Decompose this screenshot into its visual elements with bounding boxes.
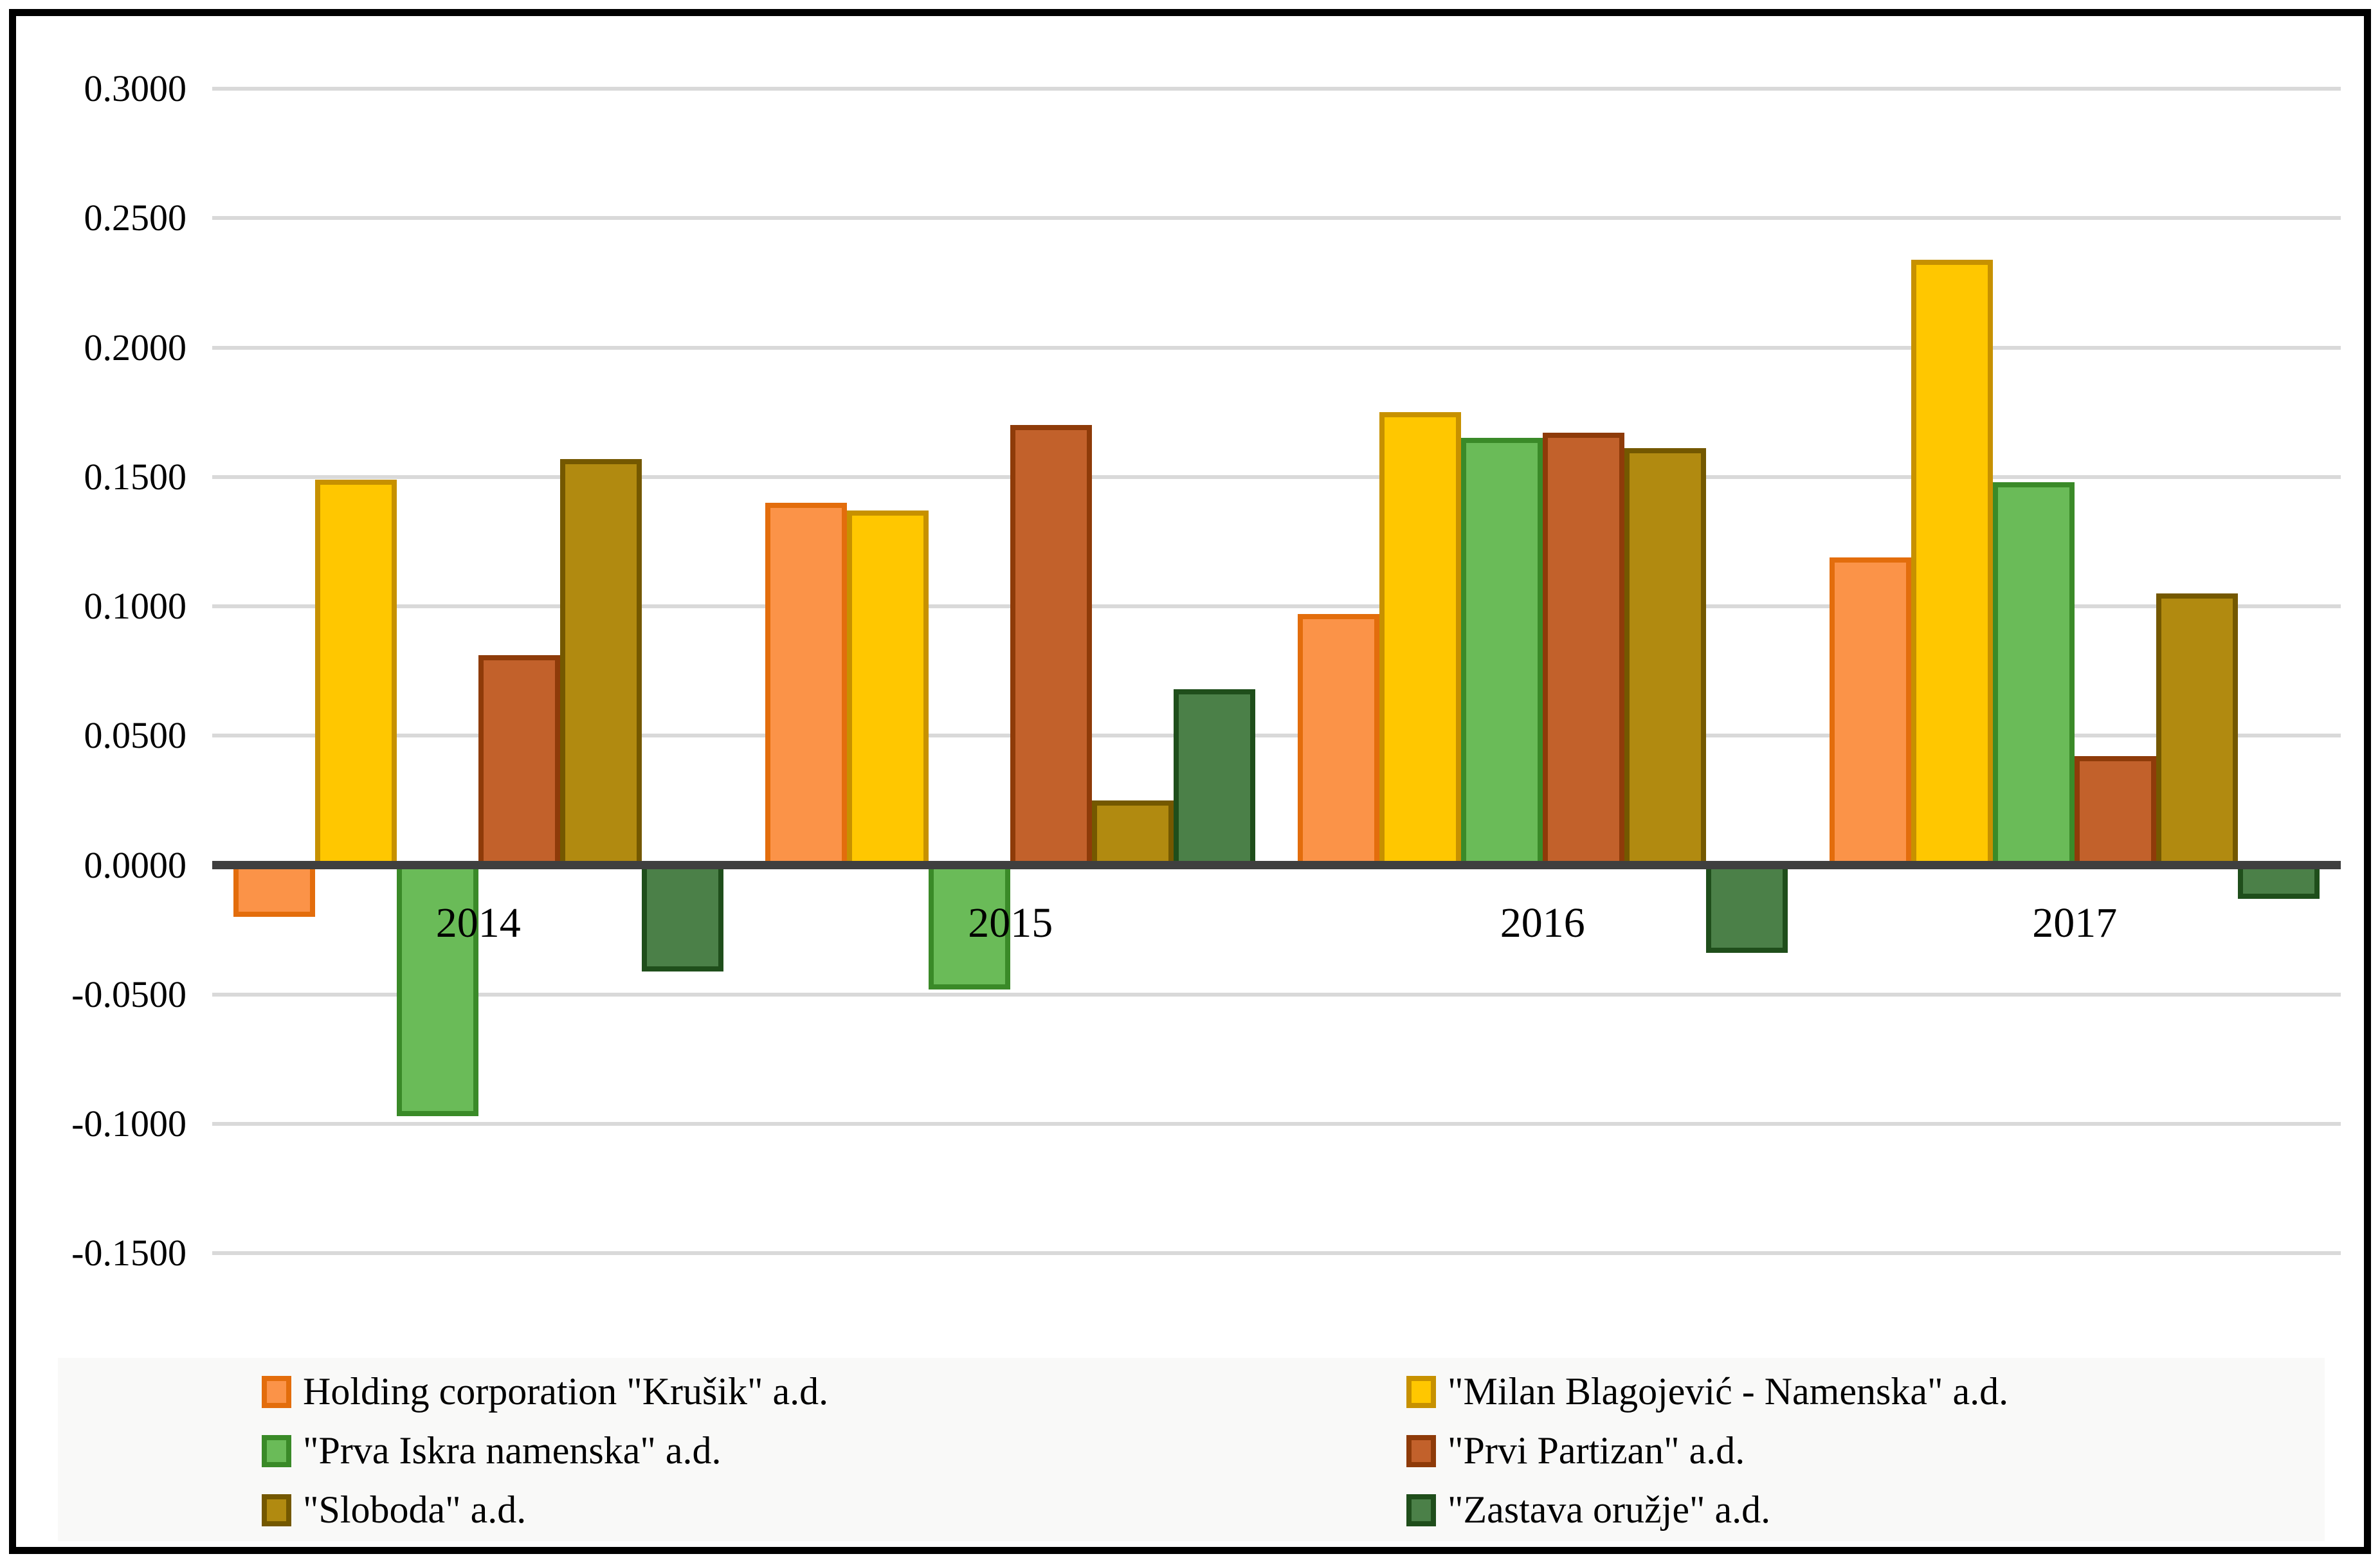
gridline [212,87,2341,91]
bar-series3-2014 [396,863,478,1116]
x-axis-year-label: 2014 [435,899,521,946]
y-axis-tick-label: 0.2000 [84,326,187,368]
x-axis-year-label: 2015 [968,899,1053,946]
gridline [212,734,2341,738]
plot-area: 0.3000 0.2500 0.2000 0.1500 0.1000 0.0500 0.00… [16,16,2364,1547]
bar-series4-2015 [1010,425,1093,869]
y-axis-tick-label: -0.1500 [71,1232,186,1274]
bar-series2-2016 [1379,412,1461,869]
bar-series1-2014 [233,863,315,917]
legend-label: Holding corporation "Krušik" a.d. [303,1370,829,1413]
bar-series5-2014 [559,458,642,869]
bar-series6-2015 [1174,689,1256,869]
legend-label: "Prva Iskra namenska" a.d. [303,1429,722,1472]
gridline [212,992,2341,997]
bar-series1-2015 [765,503,848,869]
legend-label: "Zastava oružje" a.d. [1448,1488,1771,1531]
bar-series4-2016 [1542,433,1624,869]
legend-swatch-icon [262,1434,291,1467]
legend-item-series6: "Zastava oružje" a.d. [1406,1488,1770,1532]
bar-series6-2014 [641,863,723,971]
legend-label: "Milan Blagojević - Namenska" a.d. [1448,1370,2009,1413]
legend-panel: Holding corporation "Krušik" a.d. "Milan … [58,1358,2325,1541]
bar-series5-2017 [2156,593,2239,869]
bar-series1-2017 [1830,557,1912,869]
bar-series6-2016 [1705,863,1788,953]
y-axis-tick-label: 0.1000 [84,585,187,627]
legend-item-series4: "Prvi Partizan" a.d. [1406,1429,1745,1473]
legend-swatch-icon [1406,1494,1436,1526]
bar-series5-2016 [1624,448,1706,869]
zero-axis-line [212,861,2341,869]
legend-label: "Prvi Partizan" a.d. [1448,1429,1745,1472]
legend-swatch-icon [262,1494,291,1526]
gridline [212,216,2341,221]
y-axis-tick-label: 0.3000 [84,68,187,109]
bar-series2-2017 [1911,259,1994,869]
bar-series1-2016 [1297,614,1379,869]
legend-label: "Sloboda" a.d. [303,1488,527,1531]
bar-series4-2014 [478,655,560,869]
legend-item-series5: "Sloboda" a.d. [262,1488,526,1532]
bar-series3-2017 [1993,482,2075,869]
bar-series4-2017 [2075,756,2157,869]
x-axis-year-label: 2017 [2032,899,2118,946]
y-axis-tick-label: -0.1000 [71,1103,186,1144]
legend-swatch-icon [1406,1434,1436,1467]
gridline [212,474,2341,479]
gridline [212,1251,2341,1256]
y-axis-tick-label: 0.0000 [84,844,187,886]
bar-series2-2014 [314,479,397,869]
bar-series3-2015 [929,863,1011,989]
y-axis-tick-label: 0.0500 [84,714,187,757]
legend-item-series1: Holding corporation "Krušik" a.d. [262,1369,828,1414]
y-axis-tick-label: 0.2500 [84,197,187,239]
legend-swatch-icon [1406,1375,1436,1408]
y-axis-tick-label: 0.1500 [84,455,187,498]
x-axis-year-label: 2016 [1500,899,1585,946]
y-axis-tick-label: -0.0500 [71,973,186,1015]
legend-swatch-icon [262,1375,291,1408]
gridline [212,1122,2341,1126]
bar-series2-2015 [847,510,929,869]
legend-item-series2: "Milan Blagojević - Namenska" a.d. [1406,1369,2008,1414]
gridline [212,345,2341,350]
bar-series3-2016 [1460,438,1543,869]
bar-series5-2015 [1092,800,1174,869]
chart-frame: 0.3000 0.2500 0.2000 0.1500 0.1000 0.0500 0.00… [9,9,2371,1554]
gridline [212,604,2341,608]
legend-item-series3: "Prva Iskra namenska" a.d. [262,1429,721,1473]
